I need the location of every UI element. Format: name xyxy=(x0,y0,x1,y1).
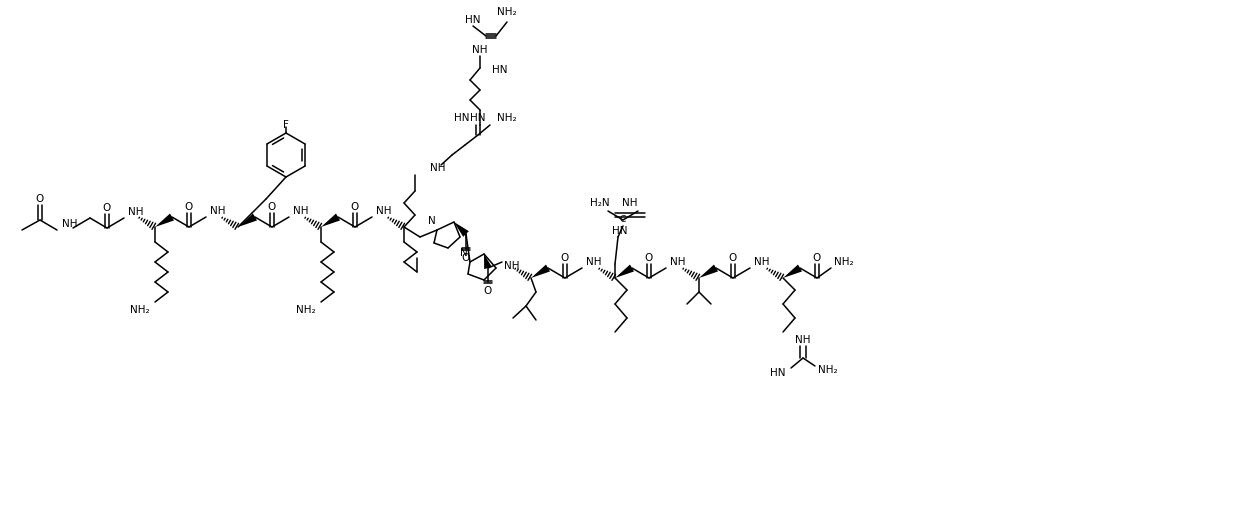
Text: NH: NH xyxy=(62,219,78,229)
Text: HN: HN xyxy=(465,15,481,25)
Text: NH: NH xyxy=(430,163,445,173)
Text: NH₂: NH₂ xyxy=(497,113,517,123)
Text: N: N xyxy=(460,248,468,258)
Polygon shape xyxy=(699,265,718,278)
Text: NH: NH xyxy=(293,206,308,216)
Text: NH: NH xyxy=(671,257,686,267)
Text: C: C xyxy=(620,216,626,224)
Text: HN: HN xyxy=(470,113,486,123)
Text: O: O xyxy=(351,202,359,212)
Text: NH: NH xyxy=(376,206,391,216)
Text: NH: NH xyxy=(795,335,810,345)
Text: NH: NH xyxy=(586,257,601,267)
Text: O: O xyxy=(813,253,821,263)
Text: O: O xyxy=(462,253,470,263)
Text: NH: NH xyxy=(754,257,770,267)
Text: NH: NH xyxy=(472,45,488,55)
Text: HN: HN xyxy=(613,226,628,236)
Polygon shape xyxy=(238,213,257,227)
Text: N: N xyxy=(428,216,435,226)
Text: NH₂: NH₂ xyxy=(834,257,854,267)
Text: O: O xyxy=(103,203,111,213)
Text: O: O xyxy=(645,253,653,263)
Text: H₂N: H₂N xyxy=(590,198,610,208)
Text: NH: NH xyxy=(210,206,225,216)
Text: NH: NH xyxy=(128,207,143,217)
Text: HN: HN xyxy=(770,368,786,378)
Text: O: O xyxy=(728,253,737,263)
Text: HN: HN xyxy=(454,113,469,123)
Text: F: F xyxy=(283,120,289,130)
Text: NH₂: NH₂ xyxy=(497,7,517,17)
Polygon shape xyxy=(615,265,634,278)
Polygon shape xyxy=(531,265,550,278)
Text: O: O xyxy=(36,194,44,204)
Text: NH₂: NH₂ xyxy=(818,365,838,375)
Polygon shape xyxy=(484,254,492,269)
Text: HN: HN xyxy=(492,65,508,75)
Polygon shape xyxy=(321,213,340,227)
Text: NH: NH xyxy=(623,198,638,208)
Text: NH₂: NH₂ xyxy=(131,305,150,315)
Text: O: O xyxy=(268,202,276,212)
Text: O: O xyxy=(561,253,569,263)
Text: NH₂: NH₂ xyxy=(297,305,316,315)
Text: O: O xyxy=(185,202,194,212)
Text: O: O xyxy=(484,286,492,296)
Polygon shape xyxy=(782,265,803,278)
Polygon shape xyxy=(155,213,174,227)
Text: NH: NH xyxy=(504,261,520,271)
Polygon shape xyxy=(454,222,469,237)
